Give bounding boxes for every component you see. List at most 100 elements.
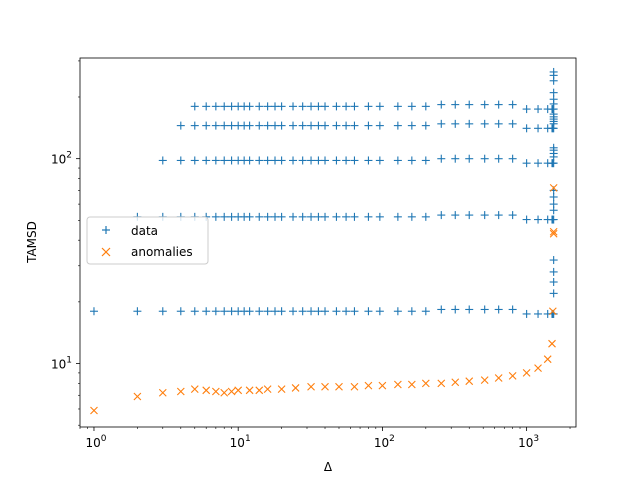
- data-point-2-36: [534, 159, 543, 168]
- data-point-3-24: [364, 121, 373, 130]
- data-point-2-2: [158, 156, 167, 165]
- data-point-0-1: [133, 307, 142, 316]
- data-point-4-11: [245, 102, 254, 111]
- data-point-0-35: [522, 309, 531, 318]
- data-point-0-16: [289, 307, 298, 316]
- anomaly-point-10: [245, 386, 254, 395]
- data-point-0-11: [245, 307, 254, 316]
- data-point-1-22: [342, 212, 351, 221]
- data-point-2-32: [480, 154, 489, 163]
- data-point-1-31: [465, 211, 474, 220]
- data-point-2-22: [342, 156, 351, 165]
- anomaly-point-35: [549, 229, 558, 238]
- data-point-0-13: [263, 307, 272, 316]
- data-point-3-20: [321, 121, 330, 130]
- axis-ticks: 100 101 102 103 101 102: [51, 60, 571, 450]
- data-point-3-13: [263, 121, 272, 130]
- anomaly-point-24: [437, 379, 446, 388]
- plot-frame: [79, 57, 577, 428]
- data-point-3-32: [480, 119, 489, 128]
- data-point-0-6: [211, 307, 220, 316]
- data-tail-point-0-2: [549, 267, 558, 276]
- anomaly-point-26: [465, 377, 474, 386]
- data-point-1-29: [437, 211, 446, 220]
- data-point-4-21: [332, 102, 341, 111]
- x-axis-label: Δ: [324, 460, 333, 474]
- data-point-1-33: [494, 211, 503, 220]
- data-point-0-32: [480, 305, 489, 314]
- x-tick-label-2: 102: [374, 434, 395, 450]
- anomaly-point-22: [407, 380, 416, 389]
- data-point-0-22: [342, 307, 351, 316]
- data-point-3-6: [211, 121, 220, 130]
- data-point-1-32: [480, 211, 489, 220]
- data-point-2-26: [393, 156, 402, 165]
- data-point-0-29: [437, 305, 446, 314]
- legend-box: [86, 216, 209, 265]
- data-point-3-31: [465, 119, 474, 128]
- legend-data-marker: [102, 226, 110, 234]
- data-point-0-0: [89, 307, 98, 316]
- data-point-0-25: [375, 307, 384, 316]
- data-point-1-7: [220, 212, 229, 221]
- data-point-4-26: [393, 102, 402, 111]
- data-point-1-26: [393, 212, 402, 221]
- data-point-3-35: [522, 124, 531, 133]
- data-point-0-26: [393, 307, 402, 316]
- data-point-0-20: [321, 307, 330, 316]
- anomaly-point-4: [190, 385, 199, 394]
- data-point-3-27: [407, 121, 416, 130]
- anomaly-high-point-1: [549, 227, 558, 236]
- anomaly-point-18: [350, 382, 359, 391]
- data-tail-point-0-3: [549, 256, 558, 265]
- data-point-4-31: [465, 100, 474, 109]
- anomaly-point-12: [263, 385, 272, 394]
- data-point-3-33: [494, 119, 503, 128]
- anomaly-point-8: [227, 387, 236, 396]
- data-point-1-24: [364, 212, 373, 221]
- data-point-1-23: [350, 212, 359, 221]
- anomaly-point-1: [133, 392, 142, 401]
- data-point-2-24: [364, 156, 373, 165]
- data-point-1-12: [255, 212, 264, 221]
- data-point-4-20: [321, 102, 330, 111]
- data-point-3-29: [437, 119, 446, 128]
- data-point-0-4: [190, 307, 199, 316]
- data-point-0-3: [176, 307, 185, 316]
- data-point-3-4: [190, 121, 199, 130]
- legend-data-label: data: [131, 224, 158, 238]
- data-point-0-7: [220, 307, 229, 316]
- anomaly-point-19: [364, 381, 373, 390]
- data-point-0-12: [255, 307, 264, 316]
- data-point-3-21: [332, 121, 341, 130]
- data-point-0-30: [451, 305, 460, 314]
- anomaly-point-23: [421, 379, 430, 388]
- data-point-0-33: [494, 305, 503, 314]
- data-point-0-17: [298, 307, 307, 316]
- data-point-2-35: [522, 159, 531, 168]
- data-point-4-17: [298, 102, 307, 111]
- data-point-1-34: [508, 211, 517, 220]
- data-point-3-28: [421, 121, 430, 130]
- y-tick-label-1: 102: [51, 151, 72, 167]
- data-point-0-2: [158, 307, 167, 316]
- data-point-4-27: [407, 102, 416, 111]
- anomaly-point-0: [90, 406, 98, 415]
- data-point-2-34: [508, 154, 517, 163]
- data-point-4-28: [421, 102, 430, 111]
- data-point-4-18: [307, 102, 316, 111]
- data-point-1-40: [549, 215, 558, 224]
- data-point-3-26: [393, 121, 402, 130]
- data-point-2-21: [332, 156, 341, 165]
- legend-anomalies-marker: [101, 247, 111, 257]
- x-tick-label-1: 101: [230, 434, 251, 450]
- anomaly-high-point-0: [549, 184, 558, 192]
- y-axis-label: TAMSD: [25, 221, 39, 264]
- data-tail-point-1-1: [549, 200, 558, 209]
- data-point-1-11: [245, 212, 254, 221]
- data-point-0-24: [364, 307, 373, 316]
- data-point-1-25: [375, 212, 384, 221]
- data-point-1-36: [534, 215, 543, 224]
- data-point-4-22: [342, 102, 351, 111]
